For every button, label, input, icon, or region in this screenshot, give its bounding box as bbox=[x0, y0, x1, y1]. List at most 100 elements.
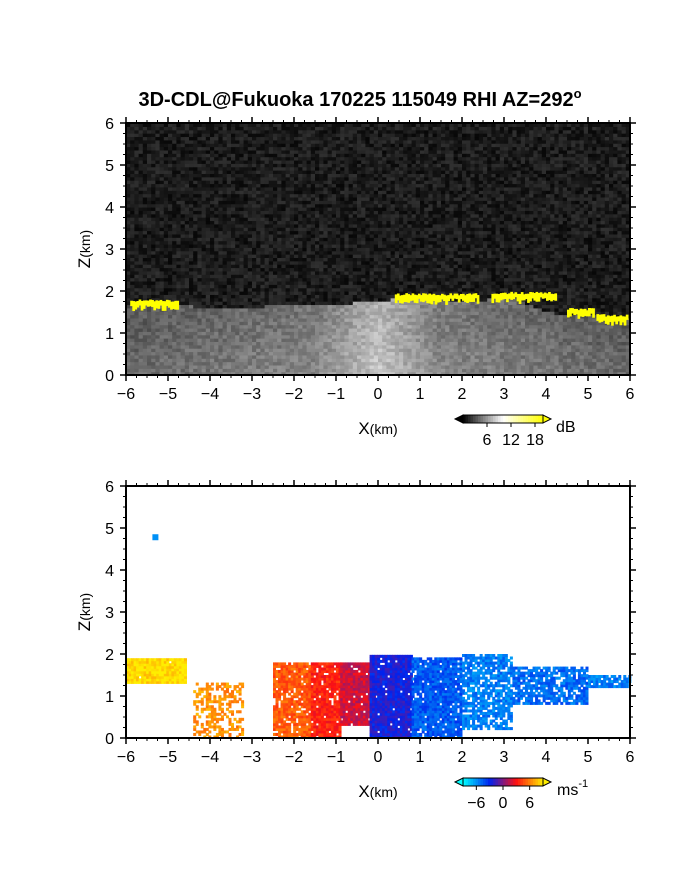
reflectivity-cell bbox=[163, 321, 169, 326]
reflectivity-cell bbox=[142, 267, 148, 272]
reflectivity-cell bbox=[134, 254, 140, 258]
reflectivity-cell bbox=[142, 354, 148, 359]
reflectivity-cell bbox=[231, 280, 236, 285]
reflectivity-cell bbox=[168, 163, 173, 168]
reflectivity-cell bbox=[142, 230, 148, 235]
reflectivity-cell bbox=[130, 280, 135, 285]
reflectivity-cell bbox=[180, 274, 186, 279]
reflectivity-cell bbox=[147, 354, 152, 359]
reflectivity-cell bbox=[151, 153, 156, 158]
reflectivity-cell bbox=[138, 324, 144, 329]
reflectivity-cell bbox=[138, 223, 144, 228]
reflectivity-cell bbox=[138, 247, 144, 252]
reflectivity-cell bbox=[189, 254, 194, 258]
reflectivity-cell bbox=[134, 331, 140, 336]
reflectivity-cell bbox=[197, 220, 203, 225]
reflectivity-cell bbox=[180, 173, 186, 178]
reflectivity-cell bbox=[222, 301, 228, 306]
reflectivity-cell bbox=[163, 371, 169, 376]
reflectivity-cell bbox=[172, 170, 177, 174]
reflectivity-cell bbox=[226, 274, 232, 279]
reflectivity-cell bbox=[235, 287, 240, 292]
reflectivity-cell bbox=[168, 264, 173, 269]
reflectivity-cell bbox=[231, 307, 236, 312]
reflectivity-cell bbox=[126, 203, 131, 208]
reflectivity-cell bbox=[214, 136, 219, 141]
reflectivity-cell bbox=[151, 149, 156, 154]
reflectivity-cell bbox=[205, 294, 211, 299]
reflectivity-cell bbox=[189, 203, 194, 208]
reflectivity-cell bbox=[134, 361, 140, 366]
reflectivity-cell bbox=[210, 207, 215, 211]
reflectivity-cell bbox=[134, 348, 140, 353]
reflectivity-cell bbox=[231, 196, 236, 201]
reflectivity-cell bbox=[172, 264, 177, 269]
reflectivity-cell bbox=[210, 153, 215, 158]
reflectivity-cell bbox=[222, 311, 228, 316]
reflectivity-cell bbox=[235, 331, 240, 336]
reflectivity-cell bbox=[134, 291, 140, 295]
reflectivity-cell bbox=[176, 274, 182, 279]
reflectivity-cell bbox=[222, 213, 228, 218]
reflectivity-cell bbox=[226, 287, 232, 292]
reflectivity-cell bbox=[163, 361, 169, 366]
reflectivity-cell bbox=[231, 217, 236, 222]
reflectivity-cell bbox=[235, 196, 240, 201]
reflectivity-cell bbox=[163, 227, 169, 232]
reflectivity-cell bbox=[235, 354, 240, 359]
reflectivity-cell bbox=[134, 274, 140, 279]
reflectivity-cell bbox=[176, 264, 182, 269]
reflectivity-cell bbox=[155, 129, 161, 134]
reflectivity-cell bbox=[197, 200, 203, 205]
reflectivity-cell bbox=[142, 284, 148, 289]
reflectivity-cell bbox=[168, 297, 173, 302]
reflectivity-cell bbox=[226, 301, 232, 306]
reflectivity-cell bbox=[226, 368, 232, 373]
reflectivity-cell bbox=[134, 294, 140, 299]
reflectivity-cell bbox=[193, 287, 198, 292]
reflectivity-cell bbox=[210, 196, 215, 201]
reflectivity-cell bbox=[218, 190, 224, 195]
reflectivity-cell bbox=[197, 190, 203, 195]
reflectivity-cell bbox=[184, 126, 190, 131]
reflectivity-cell bbox=[197, 351, 203, 356]
reflectivity-cell bbox=[218, 186, 224, 191]
reflectivity-cell bbox=[218, 321, 224, 326]
reflectivity-cell bbox=[193, 146, 198, 151]
reflectivity-cell bbox=[126, 143, 131, 148]
reflectivity-cell bbox=[231, 237, 236, 242]
reflectivity-cell bbox=[142, 331, 148, 336]
reflectivity-cell bbox=[163, 270, 169, 275]
reflectivity-cell bbox=[172, 297, 177, 302]
reflectivity-cell bbox=[142, 133, 148, 138]
reflectivity-cell bbox=[189, 287, 194, 292]
reflectivity-cell bbox=[126, 254, 131, 258]
reflectivity-cell bbox=[172, 311, 177, 316]
reflectivity-cell bbox=[151, 344, 156, 349]
reflectivity-cell bbox=[168, 133, 173, 138]
reflectivity-cell bbox=[147, 217, 152, 222]
reflectivity-cell bbox=[205, 170, 211, 174]
reflectivity-cell bbox=[235, 334, 240, 339]
reflectivity-cell bbox=[231, 368, 236, 373]
reflectivity-cell bbox=[172, 176, 177, 181]
reflectivity-cell bbox=[155, 361, 161, 366]
reflectivity-cell bbox=[205, 163, 211, 168]
reflectivity-cell bbox=[235, 159, 240, 164]
reflectivity-cell bbox=[147, 230, 152, 235]
reflectivity-cell bbox=[168, 267, 173, 272]
reflectivity-cell bbox=[130, 351, 135, 356]
reflectivity-cell bbox=[142, 163, 148, 168]
reflectivity-cell bbox=[142, 136, 148, 141]
reflectivity-cell bbox=[210, 159, 215, 164]
reflectivity-cell bbox=[138, 170, 144, 174]
reflectivity-cell bbox=[168, 126, 173, 131]
reflectivity-cell bbox=[138, 136, 144, 141]
reflectivity-cell bbox=[189, 260, 194, 265]
reflectivity-cell bbox=[226, 220, 232, 225]
reflectivity-cell bbox=[210, 250, 215, 255]
reflectivity-cell bbox=[214, 193, 219, 198]
reflectivity-cell bbox=[151, 311, 156, 316]
reflectivity-cell bbox=[130, 180, 135, 185]
